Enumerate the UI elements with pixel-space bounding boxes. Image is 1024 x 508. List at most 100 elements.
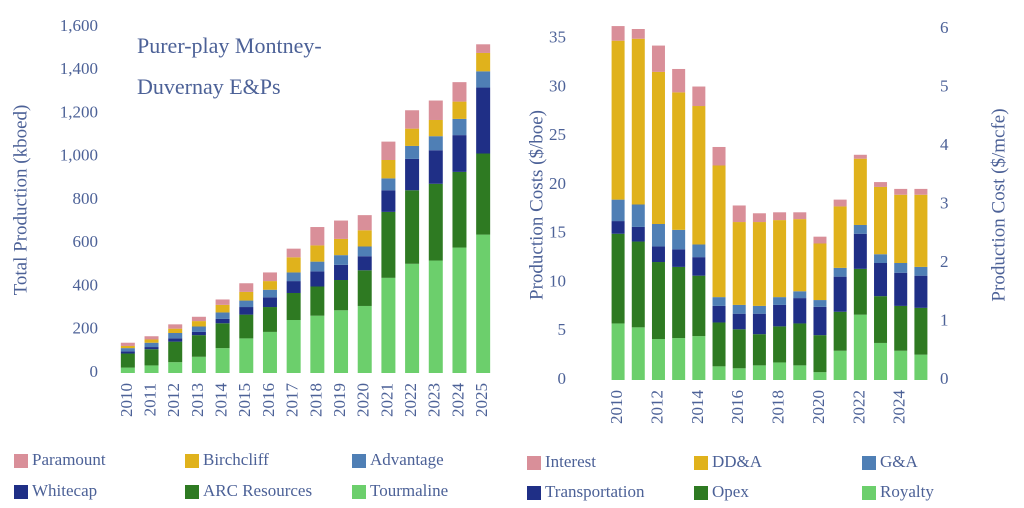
x-tick-label: 2017 [283,383,302,418]
bar-segment [752,313,766,335]
bar-segment [191,316,206,322]
bar-segment [651,45,665,72]
legend-swatch [862,456,876,470]
bar-segment [692,86,706,107]
y-tick-label: 800 [73,189,99,208]
x-tick-label: 2014 [212,383,231,418]
bar-segment [286,248,301,258]
bar-segment [752,365,766,380]
y2-axis-label: Production Cost ($/mcfe) [988,108,1009,301]
legend-swatch [527,456,541,470]
x-tick-label: 2023 [425,383,444,417]
x-tick-label: 2025 [472,383,491,417]
bar-segment [452,247,467,373]
bar-segment [894,194,908,263]
y-tick-label: 1,200 [60,102,98,121]
bar-segment [168,362,183,373]
bar-segment [732,329,746,369]
bar-segment [286,320,301,373]
bar-segment [357,270,372,306]
bar-segment [773,297,787,305]
y-tick-label: 0 [90,362,99,381]
legend-label: Paramount [32,450,106,469]
bar-segment [853,314,867,380]
bar-segment [712,165,726,298]
x-tick-label: 2016 [728,390,747,424]
bar-segment [381,178,396,191]
y-tick-label: 600 [73,232,99,251]
bar-segment [452,135,467,172]
bar-segment [405,145,420,159]
y2-tick-label: 0 [940,369,949,388]
bar-segment [793,291,807,299]
bar-segment [874,254,888,263]
bar-segment [712,322,726,367]
bar-segment [773,304,787,327]
x-tick-label: 2022 [849,390,868,424]
y-tick-label: 20 [549,174,566,193]
bar-segment [692,106,706,245]
legend-swatch [694,486,708,500]
bar-segment [476,44,491,53]
x-tick-label: 2016 [259,383,278,417]
bar-segment [357,305,372,373]
y2-tick-label: 3 [940,193,949,212]
bar-segment [215,318,230,324]
y-tick-label: 25 [549,125,566,144]
bar-segment [381,277,396,373]
bar-segment [334,238,349,256]
y-tick-label: 35 [549,28,566,47]
bar-segment [239,291,254,301]
x-tick-label: 2011 [140,383,159,416]
bar-segment [239,300,254,308]
bar-segment [144,336,159,340]
y-tick-label: 30 [549,76,566,95]
bar-segment [262,289,277,298]
bar-segment [357,215,372,231]
bar-segment [692,336,706,380]
bar-segment [813,335,827,373]
y2-tick-label: 5 [940,76,949,95]
legend-label: Advantage [370,450,444,469]
bar-segment [144,347,159,350]
bar-segment [813,236,827,244]
bar-segment [215,304,230,313]
bar-segment [631,327,645,380]
bar-segment [452,171,467,248]
bar-segment [239,283,254,292]
chart-title: Purer-play Montney- [137,33,322,58]
bar-segment [752,334,766,366]
y-tick-label: 1,400 [60,59,98,78]
bar-segment [428,150,443,184]
bar-segment [752,213,766,223]
bar-segment [793,323,807,366]
bar-segment [381,190,396,212]
bar-segment [611,221,625,234]
bar-segment [651,339,665,380]
bar-segment [476,153,491,235]
bar-segment [853,154,867,159]
legend-label: DD&A [712,452,763,471]
bar-segment [651,262,665,340]
bar-segment [452,118,467,136]
bar-segment [144,339,159,343]
bar-segment [631,29,645,39]
y2-tick-label: 2 [940,252,949,271]
bar-segment [310,271,325,287]
bar-segment [452,101,467,119]
bar-segment [894,188,908,195]
bar-segment [853,233,867,269]
bar-segment [286,292,301,321]
bar-segment [853,224,867,234]
bar-segment [793,298,807,324]
bar-segment [914,307,928,355]
bar-segment [262,297,277,308]
bar-segment [168,338,183,342]
y-axis-label: Total Production (kboed) [10,105,31,296]
bar-segment [191,321,206,327]
bar-segment [672,68,686,93]
x-tick-label: 2020 [354,383,373,417]
bar-segment [853,268,867,315]
bar-segment [672,249,686,267]
bar-segment [452,82,467,102]
